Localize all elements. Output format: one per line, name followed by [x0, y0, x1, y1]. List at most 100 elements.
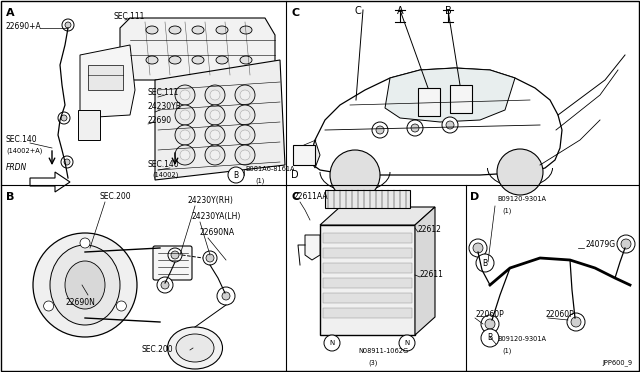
- Circle shape: [168, 248, 182, 262]
- Polygon shape: [30, 172, 70, 192]
- Text: B: B: [234, 170, 239, 180]
- Circle shape: [240, 130, 250, 140]
- Text: A: A: [6, 8, 15, 18]
- Polygon shape: [310, 68, 562, 175]
- Text: (1): (1): [502, 348, 511, 355]
- Circle shape: [481, 329, 499, 347]
- Text: SEC.140: SEC.140: [148, 160, 180, 169]
- Circle shape: [205, 125, 225, 145]
- Circle shape: [205, 145, 225, 165]
- Circle shape: [473, 243, 483, 253]
- Text: A: A: [397, 6, 403, 16]
- Circle shape: [61, 156, 73, 168]
- Text: FRDN: FRDN: [6, 163, 28, 172]
- Ellipse shape: [216, 26, 228, 34]
- Circle shape: [481, 315, 499, 333]
- Text: 24230YB: 24230YB: [148, 102, 182, 111]
- Bar: [78, 110, 100, 140]
- FancyBboxPatch shape: [153, 246, 192, 280]
- Circle shape: [240, 90, 250, 100]
- Text: 22612: 22612: [418, 225, 442, 234]
- Circle shape: [210, 90, 220, 100]
- Circle shape: [567, 313, 585, 331]
- Circle shape: [64, 159, 70, 165]
- Circle shape: [175, 105, 195, 125]
- Circle shape: [180, 90, 190, 100]
- Circle shape: [240, 110, 250, 120]
- Circle shape: [235, 125, 255, 145]
- Text: C: C: [291, 192, 299, 202]
- Circle shape: [180, 150, 190, 160]
- Text: (1): (1): [502, 208, 511, 215]
- Bar: [88, 65, 123, 90]
- Circle shape: [206, 254, 214, 262]
- Circle shape: [210, 150, 220, 160]
- Circle shape: [180, 130, 190, 140]
- Ellipse shape: [192, 56, 204, 64]
- Bar: [323, 263, 412, 273]
- Circle shape: [235, 105, 255, 125]
- Circle shape: [235, 85, 255, 105]
- Circle shape: [376, 126, 384, 134]
- Circle shape: [180, 110, 190, 120]
- Circle shape: [485, 319, 495, 329]
- Bar: [325, 190, 410, 208]
- Text: (14002): (14002): [152, 172, 179, 179]
- Text: B09120-9301A: B09120-9301A: [497, 336, 546, 342]
- Text: B: B: [488, 334, 493, 343]
- Ellipse shape: [146, 26, 158, 34]
- Circle shape: [400, 336, 414, 350]
- Bar: [323, 293, 412, 303]
- Text: D: D: [291, 170, 299, 180]
- Circle shape: [61, 115, 67, 121]
- Ellipse shape: [65, 261, 105, 309]
- Ellipse shape: [50, 245, 120, 325]
- Text: SEC.140: SEC.140: [6, 135, 38, 144]
- Text: (3): (3): [368, 360, 378, 366]
- Circle shape: [205, 85, 225, 105]
- Text: 22690: 22690: [148, 116, 172, 125]
- Circle shape: [621, 239, 631, 249]
- Text: 22060P: 22060P: [475, 310, 504, 319]
- Ellipse shape: [169, 26, 181, 34]
- Circle shape: [324, 335, 340, 351]
- Bar: [323, 233, 412, 243]
- Circle shape: [240, 150, 250, 160]
- Text: SEC.200: SEC.200: [100, 192, 132, 201]
- Circle shape: [372, 122, 388, 138]
- Bar: [320, 225, 415, 335]
- Circle shape: [446, 121, 454, 129]
- Text: 22611AA: 22611AA: [293, 192, 328, 201]
- Ellipse shape: [240, 56, 252, 64]
- Bar: [293, 145, 315, 165]
- Circle shape: [33, 233, 137, 337]
- Circle shape: [161, 281, 169, 289]
- Text: N: N: [404, 340, 410, 346]
- Circle shape: [175, 125, 195, 145]
- Text: C: C: [291, 8, 299, 18]
- Circle shape: [210, 130, 220, 140]
- Text: JPP600_9: JPP600_9: [602, 359, 632, 366]
- Text: SEC.111: SEC.111: [148, 88, 179, 97]
- Text: SEC.111: SEC.111: [114, 12, 145, 21]
- Bar: [323, 278, 412, 288]
- Bar: [323, 248, 412, 258]
- Text: (1): (1): [255, 178, 264, 185]
- Text: 22690N: 22690N: [65, 298, 95, 307]
- Bar: [418, 88, 440, 116]
- Circle shape: [217, 287, 235, 305]
- Circle shape: [235, 145, 255, 165]
- Circle shape: [205, 105, 225, 125]
- Text: N08911-1062G: N08911-1062G: [358, 348, 408, 354]
- Circle shape: [497, 149, 543, 195]
- Polygon shape: [415, 207, 435, 335]
- Circle shape: [469, 239, 487, 257]
- Circle shape: [222, 292, 230, 300]
- Ellipse shape: [176, 334, 214, 362]
- Polygon shape: [155, 60, 285, 180]
- Ellipse shape: [216, 56, 228, 64]
- Polygon shape: [385, 68, 515, 122]
- Text: 24230Y(RH): 24230Y(RH): [188, 196, 234, 205]
- Polygon shape: [80, 45, 135, 118]
- Polygon shape: [120, 18, 275, 80]
